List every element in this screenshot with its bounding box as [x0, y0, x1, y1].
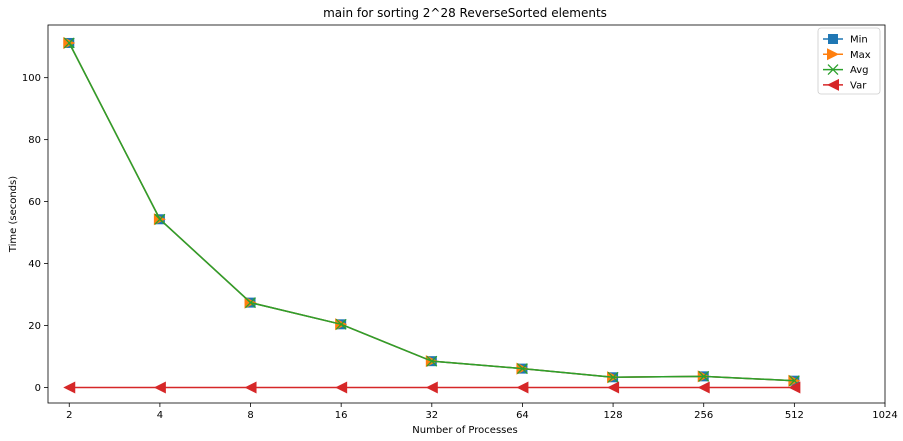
legend-item-max: Max [823, 48, 871, 61]
legend-label: Avg [850, 65, 869, 76]
series-line [68, 42, 795, 382]
chart-title: main for sorting 2^28 ReverseSorted elem… [323, 6, 607, 20]
legend-box [817, 27, 881, 95]
legend-item-min: Min [823, 34, 868, 46]
data-point [244, 381, 257, 394]
data-point [516, 363, 528, 375]
y-tick-label: 40 [28, 259, 41, 270]
data-point [697, 381, 710, 394]
y-tick-label: 100 [22, 73, 41, 84]
data-point [63, 381, 76, 394]
data-point [425, 381, 438, 394]
data-point [607, 381, 620, 394]
series-max [63, 36, 801, 387]
y-axis-label: Time (seconds) [8, 176, 19, 253]
data-point [516, 381, 529, 394]
data-point [698, 370, 710, 382]
x-tick-label: 256 [694, 410, 713, 421]
x-tick-label: 128 [604, 410, 623, 421]
x-tick-label: 64 [516, 410, 529, 421]
legend-label: Max [850, 50, 871, 61]
y-tick-label: 80 [28, 135, 41, 146]
y-axis: 0 20 40 60 80 100 [22, 73, 48, 394]
data-point [335, 381, 348, 394]
x-tick-label: 8 [247, 410, 253, 421]
plot-area [47, 24, 886, 404]
series-avg [63, 37, 800, 387]
data-point [245, 297, 256, 309]
legend-item-avg: Avg [823, 64, 869, 76]
data-point [607, 371, 619, 383]
series-layer [63, 36, 801, 394]
legend-marker [827, 48, 839, 61]
data-point [335, 318, 347, 330]
y-tick-label: 60 [28, 197, 41, 208]
legend-marker [827, 64, 839, 76]
data-point [63, 37, 75, 49]
series-line [68, 42, 795, 382]
data-point [154, 213, 166, 225]
data-point [153, 381, 166, 394]
legend-marker [828, 34, 838, 44]
legend-marker [827, 78, 839, 91]
data-point [788, 381, 801, 394]
x-tick-label: 1024 [872, 410, 897, 421]
x-tick-label: 512 [785, 410, 804, 421]
y-tick-label: 0 [35, 383, 41, 394]
series-min [64, 37, 800, 386]
x-tick-label: 16 [335, 410, 348, 421]
y-tick-label: 20 [28, 321, 41, 332]
x-tick-label: 2 [66, 410, 72, 421]
x-axis-label: Number of Processes [412, 425, 517, 436]
series-line [68, 42, 795, 382]
x-tick-label: 32 [425, 410, 438, 421]
legend-label: Min [850, 35, 868, 46]
legend: Min Max Avg Var [817, 27, 881, 95]
x-axis: 2 4 8 16 32 64 128 256 512 1024 [66, 403, 898, 421]
legend-label: Var [850, 80, 867, 91]
x-tick-label: 4 [157, 410, 163, 421]
series-var [63, 381, 801, 394]
legend-item-var: Var [823, 78, 867, 91]
data-point [426, 355, 438, 367]
